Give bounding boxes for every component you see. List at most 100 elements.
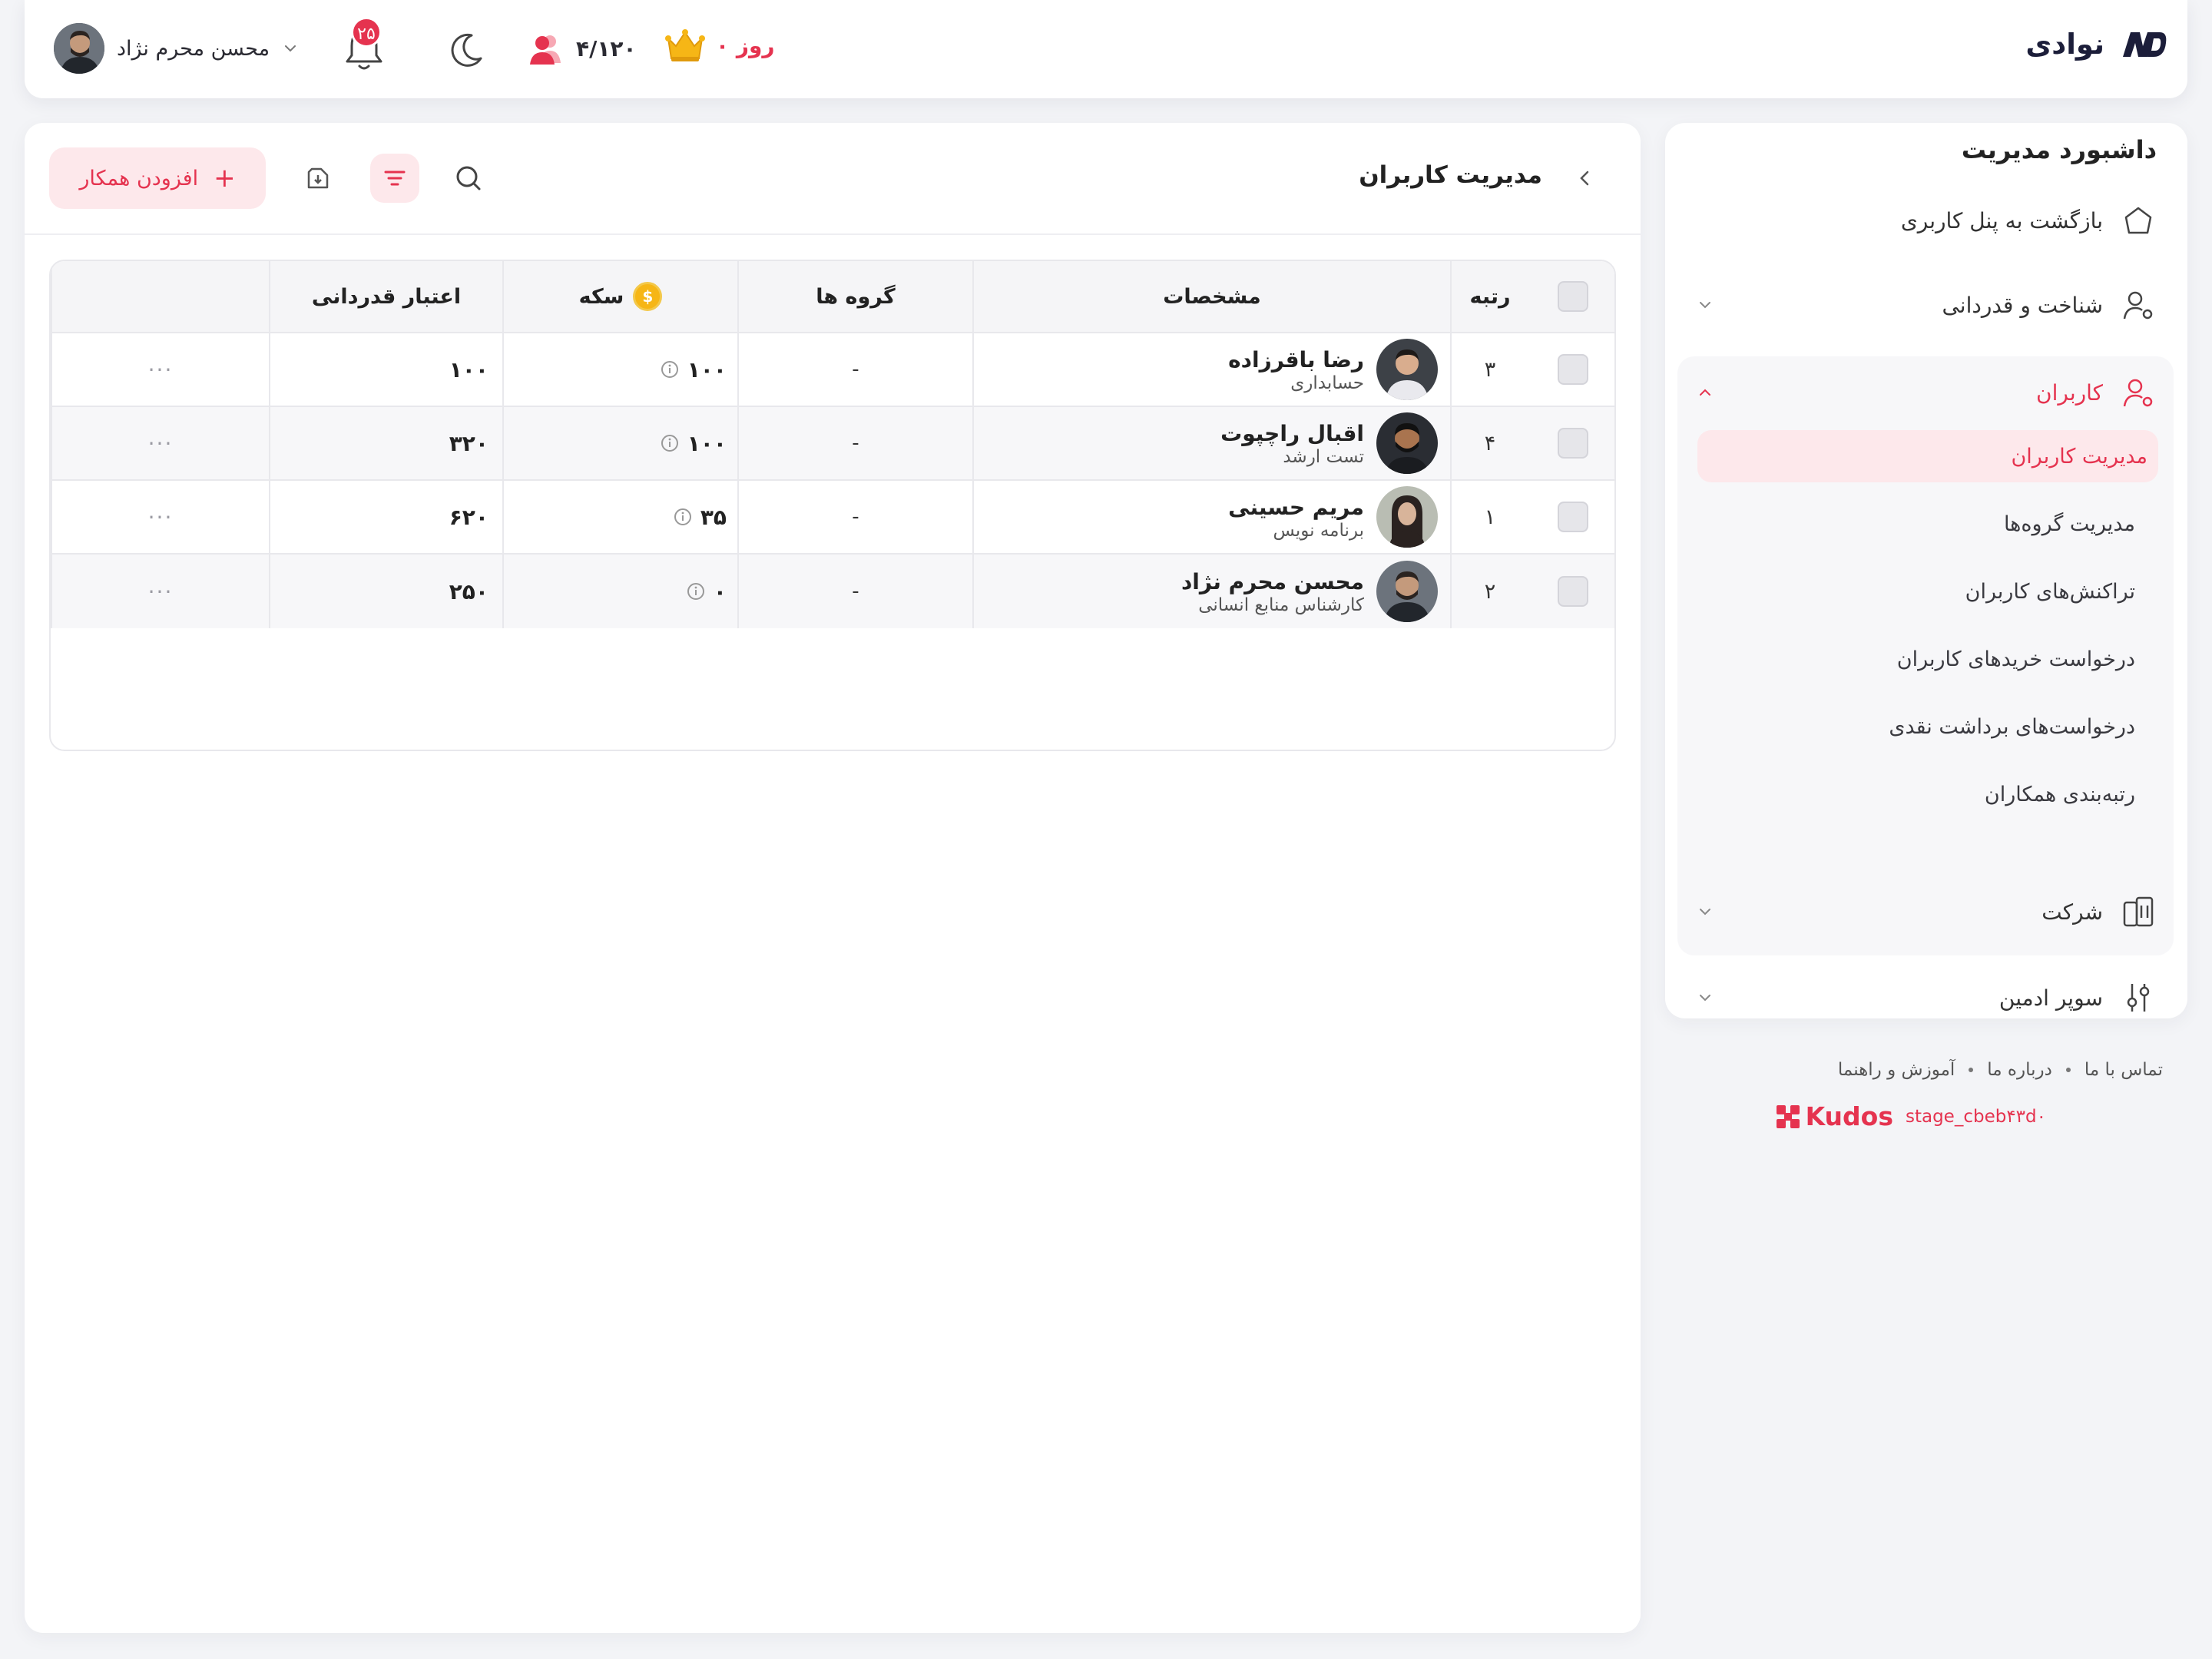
table-row[interactable]: ۲ محسن محرم نژاد کارشناس منابع انسانی bbox=[51, 555, 1614, 628]
person-role: برنامه نویس bbox=[1273, 520, 1364, 541]
row-checkbox[interactable] bbox=[1558, 576, 1588, 607]
footer-link-guide[interactable]: آموزش و راهنما bbox=[1837, 1060, 1955, 1080]
search-button[interactable] bbox=[444, 154, 493, 203]
days-left-text: ۰ روز bbox=[716, 32, 775, 58]
table-row[interactable]: ۱ مریم حسینی برنامه نویس - ۳۵ bbox=[51, 481, 1614, 555]
user-name: محسن محرم نژاد bbox=[117, 36, 270, 61]
user-settings-icon bbox=[2123, 379, 2153, 407]
sidebar-subitem-purchase-requests[interactable]: درخواست خریدهای کاربران bbox=[1896, 647, 2135, 671]
credit-cell: ۱۰۰ bbox=[269, 333, 502, 406]
info-icon[interactable] bbox=[660, 359, 680, 379]
header-rank[interactable]: رتبه bbox=[1450, 261, 1528, 332]
row-checkbox[interactable] bbox=[1558, 428, 1588, 459]
sidebar-subitem-manage-groups[interactable]: مدیریت گروه‌ها bbox=[2003, 512, 2135, 536]
sidebar-subitem-withdraw-requests[interactable]: درخواست‌های برداشت نقدی bbox=[1889, 714, 2135, 739]
info-icon[interactable] bbox=[660, 433, 680, 453]
row-select-cell bbox=[1528, 555, 1614, 628]
coins-cell: ۳۵ bbox=[502, 481, 737, 553]
sliders-icon bbox=[2127, 984, 2150, 1012]
coin-icon: $ bbox=[633, 282, 663, 311]
users-icon bbox=[530, 35, 561, 65]
row-checkbox[interactable] bbox=[1558, 502, 1588, 532]
row-more-menu[interactable]: ··· bbox=[51, 333, 269, 406]
filter-icon bbox=[384, 171, 406, 186]
add-colleague-label: افزودن همکار bbox=[79, 166, 199, 190]
users-count-text: ۴/۱۲۰ bbox=[576, 35, 637, 61]
coins-cell: ۰ bbox=[502, 555, 737, 628]
header-coins-label: سکه bbox=[578, 284, 624, 309]
building-icon bbox=[2123, 896, 2154, 927]
sidebar-subitem-user-transactions[interactable]: تراکنش‌های کاربران bbox=[1965, 579, 2135, 604]
sidebar: داشبورد مدیریت بازگشت به پنل کاربری شناخ… bbox=[1665, 123, 2187, 1018]
row-more-menu[interactable]: ··· bbox=[51, 407, 269, 479]
credit-cell: ۲۵۰ bbox=[269, 555, 502, 628]
table-header-row: رتبه مشخصات گروه ها سکه $ اعتبار قدردانی bbox=[51, 261, 1614, 333]
sidebar-subitem-manage-users[interactable]: مدیریت کاربران bbox=[1697, 430, 2158, 482]
coins-value: ۱۰۰ bbox=[687, 430, 727, 456]
rank-cell: ۳ bbox=[1450, 333, 1528, 406]
rank-cell: ۲ bbox=[1450, 555, 1528, 628]
footer-link-about[interactable]: درباره ما bbox=[1987, 1060, 2052, 1080]
sidebar-item-company[interactable]: شرکت bbox=[1696, 885, 2157, 939]
sidebar-item-users[interactable]: کاربران bbox=[1696, 366, 2157, 419]
chevron-left-icon[interactable] bbox=[1573, 166, 1598, 190]
header-coins[interactable]: سکه $ bbox=[502, 261, 737, 332]
top-header: نوادی ۰ روز ۴/۱۲۰ ۲۵ bbox=[25, 0, 2187, 98]
person-info: محسن محرم نژاد کارشناس منابع انسانی bbox=[1181, 568, 1364, 615]
footer-links: تماس با ما درباره ما آموزش و راهنما bbox=[1838, 1060, 2163, 1080]
info-icon[interactable] bbox=[673, 507, 693, 527]
groups-cell: - bbox=[737, 407, 972, 479]
select-all-cell bbox=[1528, 261, 1614, 332]
chevron-down-icon bbox=[285, 45, 296, 52]
user-menu[interactable]: محسن محرم نژاد bbox=[54, 23, 299, 74]
export-button[interactable] bbox=[293, 154, 343, 203]
sidebar-subitem-ranking[interactable]: رتبه‌بندی همکاران bbox=[1984, 782, 2135, 806]
table-row[interactable]: ۴ اقبال راچپوت تست ارشد - bbox=[51, 407, 1614, 481]
footer-brand: Kudos stage_cbeb۴۳d۰ bbox=[1775, 1101, 2046, 1131]
footer-link-contact[interactable]: تماس با ما bbox=[2084, 1060, 2163, 1080]
filter-button[interactable] bbox=[370, 154, 419, 203]
person-name: مریم حسینی bbox=[1228, 494, 1364, 520]
separator-dot bbox=[1969, 1068, 1974, 1072]
add-colleague-button[interactable]: + افزودن همکار bbox=[49, 147, 266, 209]
home-icon bbox=[2124, 207, 2152, 234]
header-groups[interactable]: گروه ها bbox=[737, 261, 972, 332]
info-icon[interactable] bbox=[686, 581, 706, 601]
person-cell: مریم حسینی برنامه نویس bbox=[972, 481, 1450, 553]
main-panel: مدیریت کاربران + افزودن همکار bbox=[25, 123, 1641, 1633]
search-icon bbox=[456, 166, 481, 190]
row-checkbox[interactable] bbox=[1558, 354, 1588, 385]
sidebar-item-label: سوپر ادمین bbox=[1998, 985, 2103, 1011]
row-more-menu[interactable]: ··· bbox=[51, 555, 269, 628]
export-file-icon bbox=[307, 167, 329, 189]
groups-cell: - bbox=[737, 333, 972, 406]
coins-value: ۳۵ bbox=[700, 504, 727, 530]
person-cell: محسن محرم نژاد کارشناس منابع انسانی bbox=[972, 555, 1450, 628]
rank-cell: ۱ bbox=[1450, 481, 1528, 553]
avatar bbox=[1376, 486, 1438, 548]
rank-cell: ۴ bbox=[1450, 407, 1528, 479]
person-role: کارشناس منابع انسانی bbox=[1198, 594, 1364, 615]
header-credit[interactable]: اعتبار قدردانی bbox=[269, 261, 502, 332]
table-row[interactable]: ۳ رضا باقرزاده حسابداری - ۱۰۰ bbox=[51, 333, 1614, 407]
brand[interactable]: نوادی bbox=[2025, 28, 2169, 61]
avatar-photo bbox=[54, 23, 104, 74]
stage-id: stage_cbeb۴۳d۰ bbox=[1905, 1106, 2046, 1127]
dark-mode-icon[interactable] bbox=[445, 29, 487, 71]
person-info: مریم حسینی برنامه نویس bbox=[1228, 494, 1364, 541]
subscription-days: ۰ روز bbox=[665, 28, 775, 63]
select-all-checkbox[interactable] bbox=[1558, 281, 1588, 312]
person-cell: اقبال راچپوت تست ارشد bbox=[972, 407, 1450, 479]
row-more-menu[interactable]: ··· bbox=[51, 481, 269, 553]
page-title: مدیریت کاربران bbox=[1359, 161, 1542, 189]
coins-cell: ۱۰۰ bbox=[502, 333, 737, 406]
sidebar-item-back[interactable]: بازگشت به پنل کاربری bbox=[1696, 194, 2157, 247]
sidebar-item-super-admin[interactable]: سوپر ادمین bbox=[1696, 971, 2157, 1025]
kudos-logo: Kudos bbox=[1775, 1101, 1893, 1131]
header-details[interactable]: مشخصات bbox=[972, 261, 1450, 332]
person-name: محسن محرم نژاد bbox=[1181, 568, 1364, 594]
chevron-down-icon bbox=[1700, 995, 1710, 1002]
kudos-logo-icon bbox=[1776, 1104, 1800, 1128]
chevron-up-icon bbox=[1700, 389, 1710, 396]
sidebar-item-recognition[interactable]: شناخت و قدردانی bbox=[1696, 278, 2157, 332]
